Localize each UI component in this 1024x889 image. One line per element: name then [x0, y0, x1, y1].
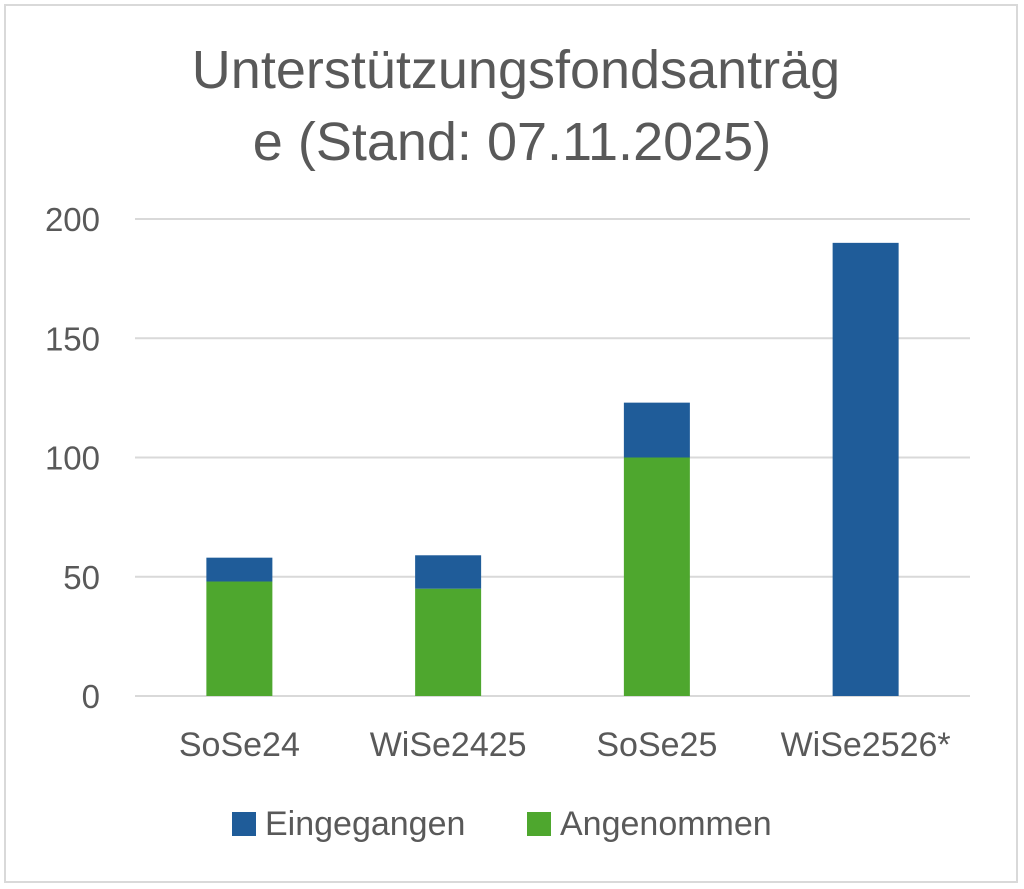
legend-label-angenommen: Angenommen: [560, 805, 772, 843]
bar-angenommen-wise2425: [415, 588, 482, 696]
legend-swatch-eingegangen: [232, 812, 256, 836]
bar-angenommen-sose24: [206, 581, 273, 696]
bar-eingegangen-sose24: [206, 557, 273, 582]
y-tick-label: 100: [45, 440, 100, 477]
bar-angenommen-sose25: [623, 457, 690, 696]
chart-title-line-1: Unterstützungsfondsanträg: [191, 40, 841, 100]
bar-eingegangen-wise2526: [832, 242, 899, 696]
legend-swatch-angenommen: [527, 812, 551, 836]
chart-title: Unterstützungsfondsanträg e (Stand: 07.1…: [0, 34, 1024, 178]
y-tick-label: 0: [82, 678, 100, 715]
chart-title-line-2: e (Stand: 07.11.2025): [252, 112, 772, 172]
x-tick-label: WiSe2526*: [781, 726, 951, 764]
legend-label-eingegangen: Eingegangen: [265, 805, 465, 843]
x-tick-label: SoSe24: [179, 726, 300, 764]
y-tick-label: 200: [45, 201, 100, 238]
x-tick-label: SoSe25: [596, 726, 717, 764]
y-tick-label: 50: [63, 559, 100, 596]
x-tick-label: WiSe2425: [370, 726, 527, 764]
bar-eingegangen-sose25: [623, 402, 690, 458]
y-tick-label: 150: [45, 320, 100, 357]
bar-eingegangen-wise2425: [415, 555, 482, 589]
